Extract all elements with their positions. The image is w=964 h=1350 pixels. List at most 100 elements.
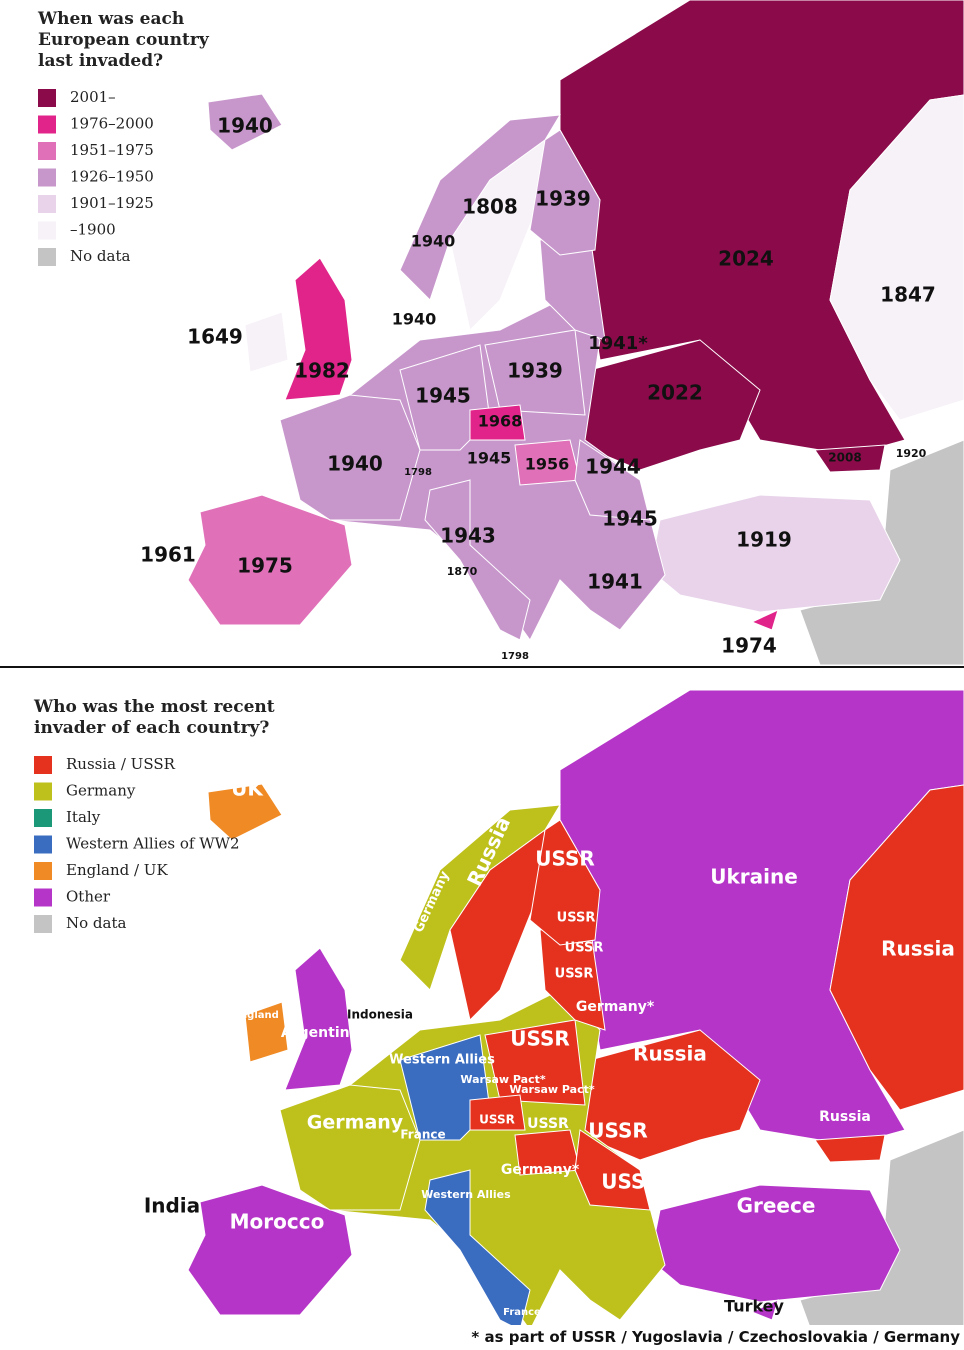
map-label: 1920 bbox=[896, 447, 927, 460]
map-label: 1808 bbox=[462, 195, 518, 219]
legend-swatch bbox=[38, 142, 56, 160]
poland bbox=[484, 329, 586, 416]
ireland bbox=[244, 1001, 289, 1063]
map-label: UK bbox=[231, 777, 264, 801]
map-label: England bbox=[233, 1010, 279, 1021]
map-title: last invaded? bbox=[38, 51, 163, 71]
map-label: Germany* bbox=[576, 999, 655, 1015]
map-label: Russia bbox=[819, 1109, 871, 1125]
map-title: Who was the most recent bbox=[33, 697, 275, 717]
map-label: USSR bbox=[601, 1170, 661, 1194]
legend-swatch bbox=[34, 835, 52, 854]
map-label: 2024 bbox=[718, 247, 774, 271]
map-label: 1943 bbox=[440, 524, 496, 548]
map-label: 1798 bbox=[501, 651, 529, 662]
map-label: Russia bbox=[881, 937, 955, 961]
map-label: USSR bbox=[555, 967, 594, 982]
legend-label: 1951–1975 bbox=[70, 141, 154, 159]
legend-label: Italy bbox=[66, 808, 101, 826]
legend-swatch bbox=[34, 915, 52, 933]
czechia bbox=[469, 1094, 526, 1131]
map-label: Germany bbox=[307, 1112, 404, 1134]
romania bbox=[574, 439, 651, 521]
map-label: Germany* bbox=[501, 1162, 580, 1178]
legend-label: No data bbox=[70, 247, 130, 265]
legend-swatch bbox=[38, 221, 56, 240]
map-label: Warsaw Pact* bbox=[460, 1073, 546, 1086]
map-label: 1974 bbox=[721, 634, 777, 658]
legend-label: Germany bbox=[66, 782, 136, 800]
kazakhstan bbox=[829, 94, 964, 421]
map-label: 1945 bbox=[467, 449, 512, 468]
map-label: 1939 bbox=[507, 359, 563, 383]
uk bbox=[284, 947, 353, 1091]
map-label: USSR bbox=[565, 941, 604, 956]
legend-label: –1900 bbox=[70, 221, 116, 239]
legend-swatch bbox=[34, 862, 52, 880]
map-label: 1919 bbox=[736, 528, 792, 552]
map-label: 1961 bbox=[140, 543, 196, 567]
kazakhstan bbox=[829, 784, 964, 1111]
sweden bbox=[449, 828, 546, 1021]
map-label: 1945 bbox=[602, 507, 658, 531]
map-label: 2022 bbox=[647, 381, 703, 405]
map-label: 1847 bbox=[880, 283, 936, 307]
map-label: Morocco bbox=[230, 1210, 325, 1234]
map-label: 1649 bbox=[187, 325, 243, 349]
map-label: USSR bbox=[557, 911, 596, 926]
romania bbox=[574, 1129, 651, 1211]
italy bbox=[424, 1169, 531, 1325]
top-map bbox=[187, 0, 964, 665]
legend-label: 1901–1925 bbox=[70, 194, 154, 212]
france bbox=[279, 394, 421, 521]
cyprus bbox=[750, 609, 779, 631]
map-label: 1944 bbox=[585, 455, 641, 479]
legend-swatch bbox=[38, 115, 56, 134]
map-label: 1940 bbox=[411, 232, 456, 251]
legend-label: England / UK bbox=[66, 861, 168, 879]
caucasus bbox=[814, 444, 886, 473]
map-label: 1940 bbox=[327, 452, 383, 476]
map-label: 1982 bbox=[294, 359, 350, 383]
iceland bbox=[207, 93, 283, 151]
legend-swatch bbox=[38, 168, 56, 187]
cyprus bbox=[750, 1299, 779, 1321]
map-label: Ukraine bbox=[710, 865, 798, 889]
map-label: USSR bbox=[535, 847, 595, 871]
map-title: When was each bbox=[37, 9, 184, 29]
legend-label: 1976–2000 bbox=[70, 115, 154, 133]
legend-label: 1926–1950 bbox=[70, 168, 154, 186]
map-label: 1968 bbox=[478, 412, 523, 431]
map-label: 1939 bbox=[535, 187, 591, 211]
uk bbox=[284, 257, 353, 401]
map-label: USSR bbox=[588, 1119, 648, 1143]
bottom-map bbox=[187, 689, 964, 1325]
map-label: 1940 bbox=[217, 114, 273, 138]
czechia bbox=[469, 404, 526, 441]
map-label: 1941* bbox=[588, 333, 648, 354]
map-label: 1798 bbox=[404, 467, 432, 478]
turkey bbox=[649, 494, 901, 613]
map-label: Western Allies bbox=[421, 1188, 511, 1201]
legend-swatch bbox=[38, 195, 56, 213]
iberia bbox=[187, 494, 353, 626]
ireland bbox=[244, 311, 289, 373]
footnote: * as part of USSR / Yugoslavia / Czechos… bbox=[471, 1328, 960, 1346]
map-label: 1941 bbox=[587, 570, 643, 594]
legend-label: Western Allies of WW2 bbox=[66, 835, 240, 853]
legend-swatch bbox=[38, 248, 56, 266]
map-label: USSR bbox=[527, 1116, 569, 1132]
legend-swatch bbox=[34, 809, 52, 827]
poland bbox=[484, 1019, 586, 1106]
france bbox=[279, 1084, 421, 1211]
legend-swatch bbox=[34, 888, 52, 907]
finland bbox=[529, 129, 601, 256]
map-label: 1945 bbox=[415, 384, 471, 408]
legend-label: 2001– bbox=[70, 88, 116, 106]
map-label: India bbox=[144, 1194, 200, 1218]
map-label: 1870 bbox=[447, 565, 478, 578]
map-label: Argentina bbox=[281, 1025, 359, 1041]
map-label: Western Allies bbox=[389, 1053, 495, 1068]
map-label: 1975 bbox=[237, 554, 293, 578]
